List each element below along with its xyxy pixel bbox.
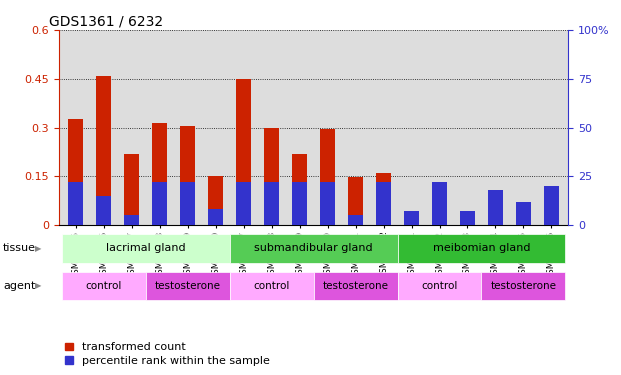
Bar (208, 209, 224, 225)
Bar (68, 182, 83, 225)
Bar (152, 123, 168, 225)
Text: ▶: ▶ (35, 244, 42, 253)
Text: GDS1361 / 6232: GDS1361 / 6232 (49, 15, 163, 29)
Bar (432, 207, 447, 225)
Text: lacrimal gland: lacrimal gland (106, 243, 186, 254)
Text: testosterone: testosterone (491, 281, 556, 291)
Text: testosterone: testosterone (155, 281, 220, 291)
Bar (516, 217, 531, 225)
Text: submandibular gland: submandibular gland (254, 243, 373, 254)
Text: meibomian gland: meibomian gland (433, 243, 530, 254)
Bar (487, 190, 503, 225)
Bar (62, 234, 230, 263)
Bar (124, 153, 140, 225)
Bar (96, 75, 111, 225)
Bar (376, 173, 391, 225)
Text: agent: agent (3, 281, 35, 291)
Text: control: control (421, 281, 458, 291)
Bar (180, 182, 196, 225)
Bar (320, 182, 335, 225)
Bar (348, 177, 363, 225)
Bar (348, 215, 363, 225)
Bar (264, 182, 279, 225)
Bar (292, 153, 307, 225)
Bar (376, 182, 391, 225)
Bar (236, 79, 252, 225)
Bar (432, 182, 447, 225)
Bar (152, 182, 168, 225)
Bar (230, 272, 314, 300)
Bar (146, 272, 230, 300)
Bar (404, 212, 419, 225)
Bar (230, 234, 397, 263)
Bar (314, 272, 397, 300)
Bar (292, 182, 307, 225)
Bar (62, 272, 146, 300)
Bar (460, 211, 475, 225)
Bar (404, 211, 419, 225)
Bar (236, 182, 252, 225)
Bar (544, 186, 559, 225)
Bar (264, 128, 279, 225)
Text: tissue: tissue (3, 243, 36, 254)
Bar (68, 119, 83, 225)
Text: ▶: ▶ (35, 281, 42, 290)
Bar (320, 129, 335, 225)
Text: control: control (253, 281, 290, 291)
Bar (124, 215, 140, 225)
Text: control: control (86, 281, 122, 291)
Bar (516, 202, 531, 225)
Bar (460, 219, 475, 225)
Bar (180, 126, 196, 225)
Bar (481, 272, 565, 300)
Bar (397, 272, 481, 300)
Bar (397, 234, 565, 263)
Bar (208, 176, 224, 225)
Bar (96, 196, 111, 225)
Bar (544, 207, 559, 225)
Bar (487, 215, 503, 225)
Legend: transformed count, percentile rank within the sample: transformed count, percentile rank withi… (65, 342, 270, 366)
Text: testosterone: testosterone (322, 281, 389, 291)
